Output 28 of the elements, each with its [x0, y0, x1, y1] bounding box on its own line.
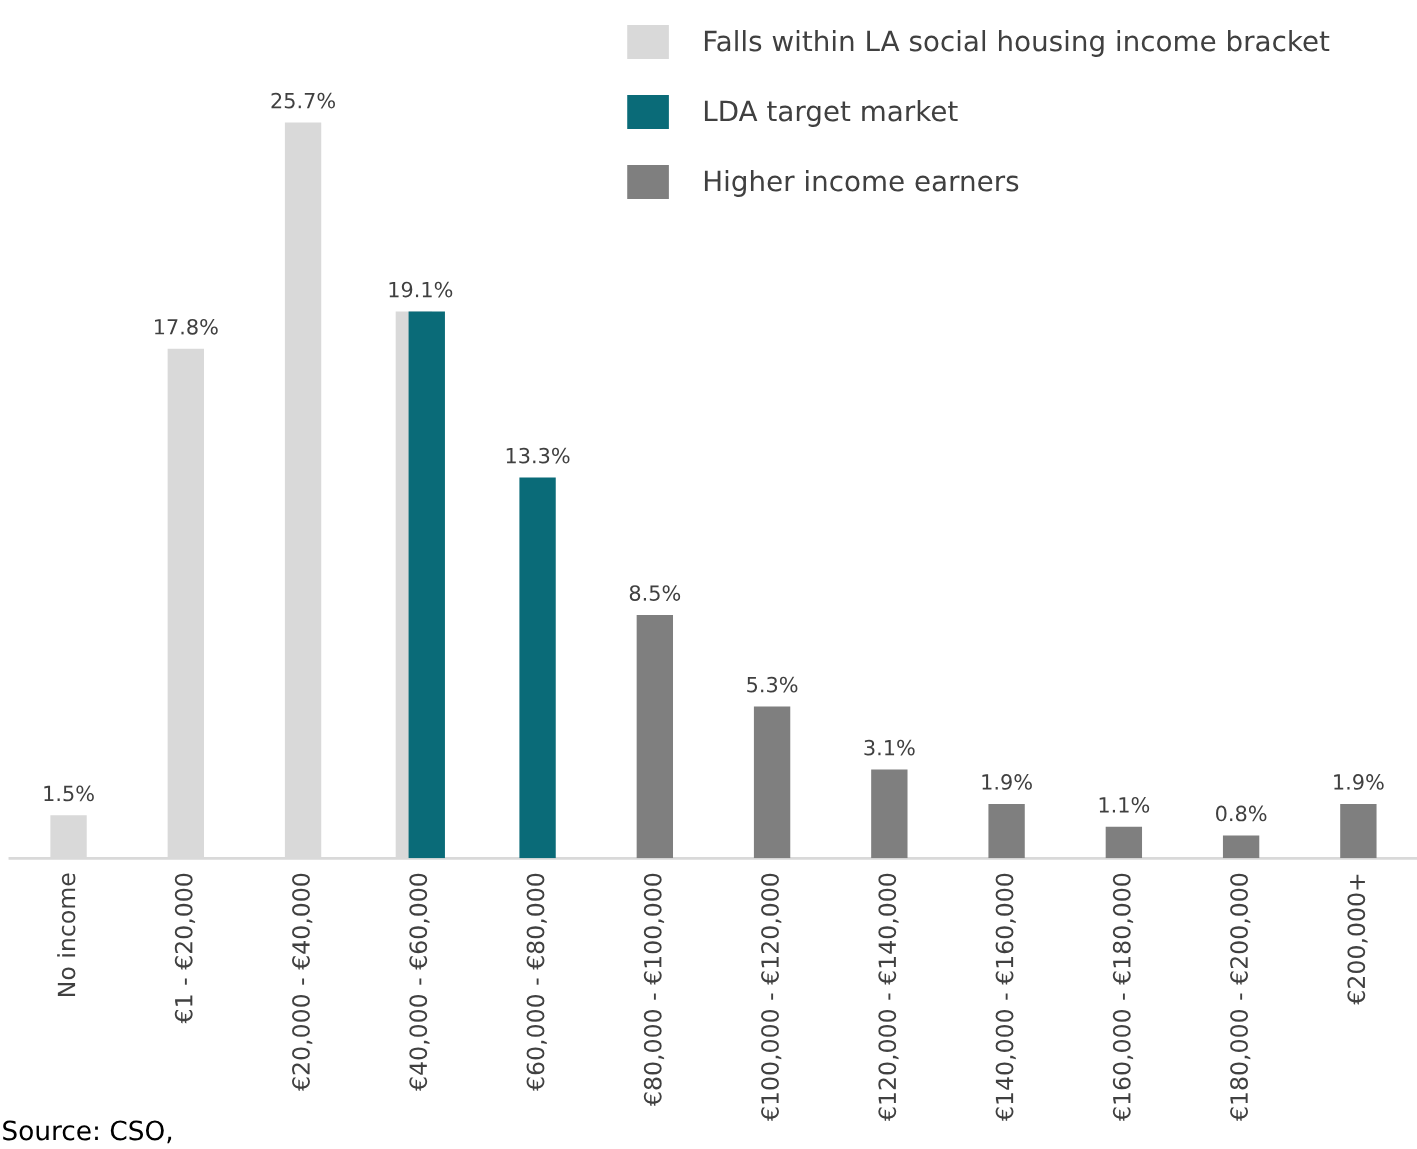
source-note: Source: CSO,	[3, 1120, 172, 1144]
x-tick-label: €1 - €20,000	[174, 873, 196, 1024]
data-label: 25.7%	[271, 92, 335, 109]
x-tick-label: €80,000 - €100,000	[643, 873, 665, 1107]
data-label: 0.8%	[1216, 805, 1267, 822]
legend-label: LDA target market	[704, 100, 958, 127]
x-tick-label: €20,000 - €40,000	[292, 873, 313, 1091]
legend-label: Falls within LA social housing income bracket	[704, 30, 1330, 57]
data-label: 1.1%	[1099, 797, 1150, 813]
data-label: 1.5%	[44, 785, 94, 802]
data-label: 17.8%	[155, 318, 218, 335]
x-tick-label: €120,000 - €140,000	[878, 873, 899, 1122]
x-tick-label: €40,000 - €60,000	[409, 873, 430, 1091]
x-tick-label: €100,000 - €120,000	[761, 873, 782, 1122]
data-label: 3.1%	[864, 739, 915, 756]
data-label: 1.9%	[1334, 774, 1384, 790]
x-tick-label: €180,000 - €200,000	[1230, 873, 1251, 1122]
x-tick-label: €160,000 - €180,000	[1112, 873, 1134, 1122]
x-tick-label: No income	[57, 873, 76, 996]
data-label: 19.1%	[389, 281, 453, 298]
data-label: 13.3%	[506, 447, 570, 464]
x-tick-label: €140,000 - €160,000	[995, 873, 1016, 1122]
data-label: 8.5%	[629, 585, 681, 601]
legend-label: Higher income earners	[704, 170, 1019, 197]
x-tick-label: €200,000+	[1347, 874, 1368, 1005]
data-label: 1.9%	[982, 774, 1032, 790]
x-tick-label: €60,000 - €80,000	[526, 873, 547, 1091]
data-label: 5.3%	[747, 676, 798, 693]
